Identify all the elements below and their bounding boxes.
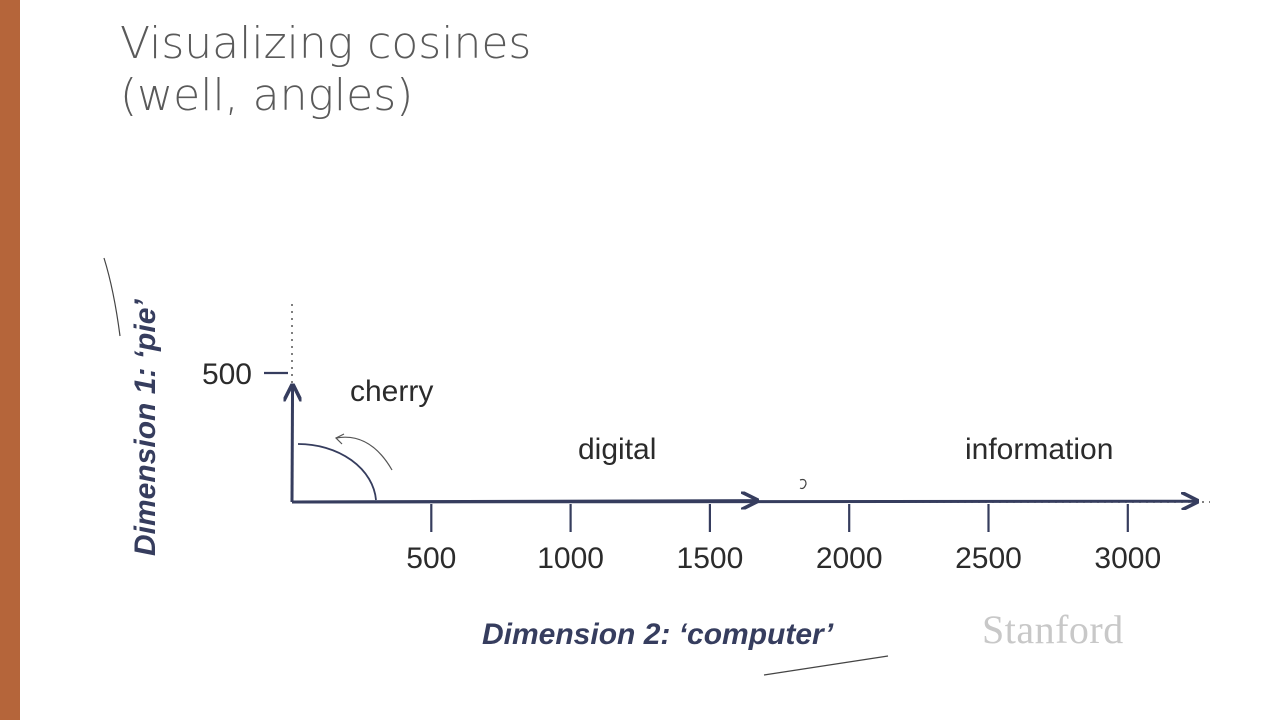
angle-arc: [297, 443, 377, 501]
rotation-arc-arrowhead: [334, 433, 345, 445]
stanford-logo: Stanford: [982, 607, 1124, 652]
x-tick-label: 500: [406, 542, 456, 575]
y-axis-label: Dimension 1: ‘pie’: [129, 299, 162, 556]
x-tick-label: 1000: [537, 542, 604, 575]
x-tick-label: 2500: [955, 542, 1022, 575]
page-title: Visualizing cosines (well, angles): [120, 18, 531, 122]
title-line-1: Visualizing cosines: [120, 18, 532, 69]
x-tick-label: 1500: [677, 542, 744, 575]
rotation-arc-annotation: [335, 436, 393, 471]
x-tick-label: 2000: [816, 542, 883, 575]
x-tick-label: 3000: [1094, 542, 1161, 575]
vector-label-digital: digital: [578, 433, 656, 466]
handwritten-mark-pie: [103, 257, 121, 337]
x-axis-label: Dimension 2: ‘computer’: [482, 618, 834, 651]
y-tick-label: 500: [202, 358, 252, 391]
title-line-2: (well, angles): [120, 70, 414, 121]
accent-sidebar: [0, 0, 20, 720]
handwritten-mark-small: [799, 478, 807, 490]
vector-label-information: information: [965, 433, 1113, 466]
vector-label-cherry: cherry: [350, 375, 433, 408]
vector-information: [291, 501, 1197, 502]
handwritten-mark-computer: [763, 655, 889, 676]
vector-cherry: [292, 385, 293, 503]
